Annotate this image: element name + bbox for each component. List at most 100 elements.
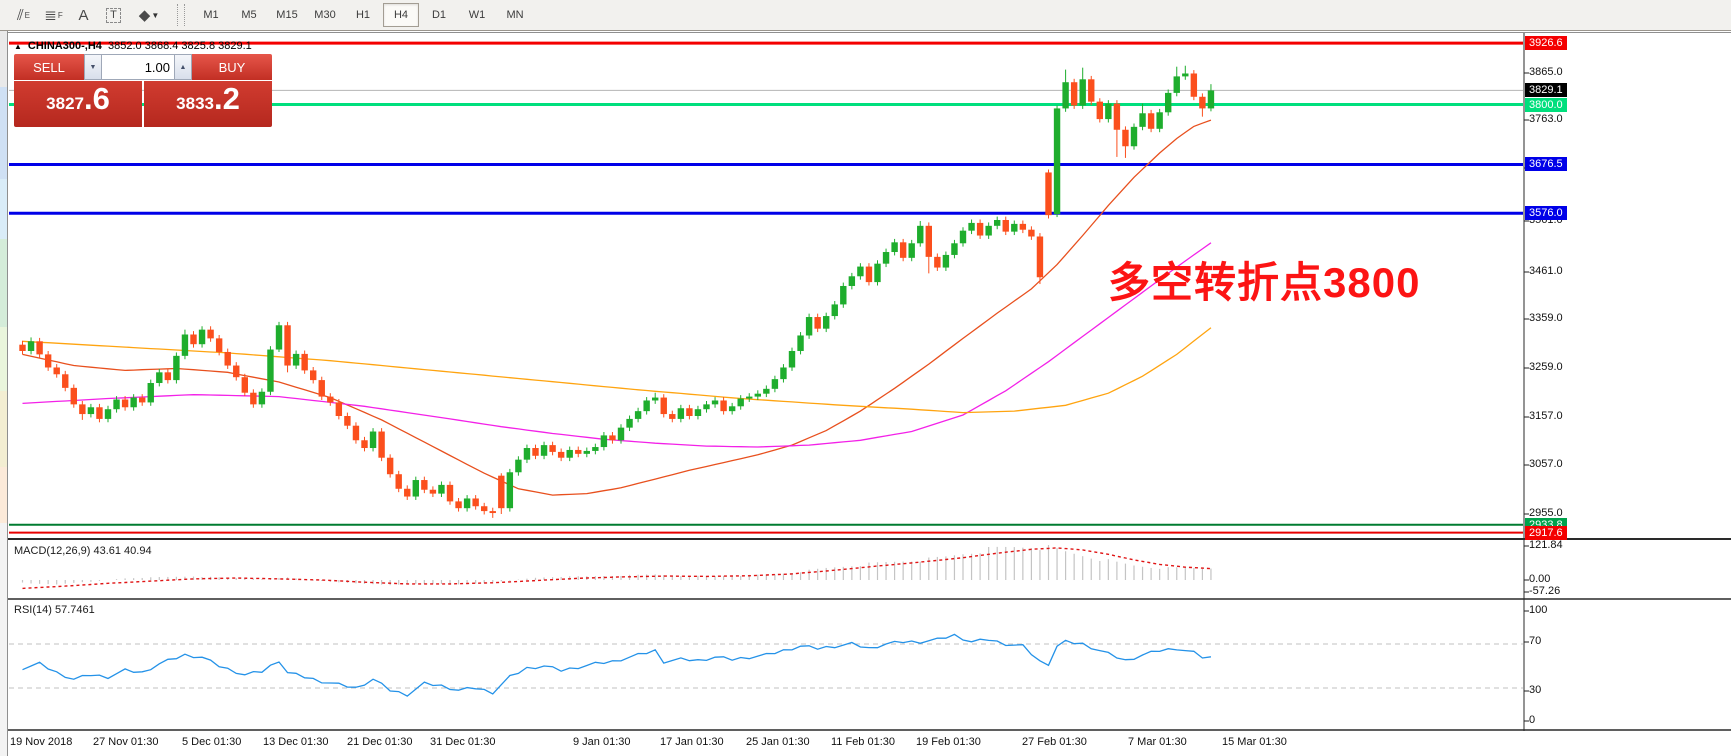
candle-body — [412, 480, 419, 497]
timeframe-button-m15[interactable]: M15 — [276, 9, 298, 21]
candle-body — [669, 414, 676, 419]
candle-body — [489, 511, 496, 514]
candle-body — [275, 325, 283, 350]
sell-price-panel[interactable]: 3827.6 — [14, 81, 142, 127]
candle-body — [951, 243, 958, 255]
candle-body — [318, 380, 325, 397]
candle-body — [224, 351, 231, 366]
timeframe-button-w1[interactable]: W1 — [468, 9, 486, 21]
candle-body — [438, 484, 445, 494]
fibonacci-icon[interactable]: ≣ F — [44, 7, 63, 24]
macd-signal-line — [22, 547, 1211, 590]
candle-body — [113, 399, 120, 410]
candle-body — [1207, 90, 1215, 109]
timeframe-button-m30[interactable]: M30 — [314, 9, 336, 21]
candle-body — [498, 475, 505, 509]
candle-body — [626, 418, 633, 428]
volume-decrease-button[interactable]: ▼ — [84, 54, 102, 80]
candle-body — [754, 393, 761, 397]
macd-label: MACD(12,26,9) 43.61 40.94 — [14, 545, 152, 557]
candle-body — [36, 341, 43, 355]
candle-body — [190, 334, 197, 345]
candle-body — [643, 400, 650, 412]
candle-body — [446, 484, 454, 502]
rsi-scale-label: 70 — [1529, 635, 1542, 647]
candle-body — [207, 329, 214, 339]
candle-body — [1147, 113, 1155, 129]
timeframe-button-h1[interactable]: H1 — [355, 9, 371, 21]
candle-body — [703, 404, 710, 410]
candle-body — [549, 445, 556, 452]
candle-body — [515, 459, 522, 473]
market-watch-edge[interactable] — [0, 31, 8, 756]
candle-body — [139, 397, 146, 403]
sell-button[interactable]: SELL — [14, 54, 84, 80]
candle-body — [506, 472, 514, 509]
candle-body — [976, 222, 984, 236]
candle-body — [720, 400, 727, 412]
price-axis[interactable]: 3865.03763.03661.03561.03461.03359.03259… — [1524, 32, 1731, 732]
candle-body — [1053, 108, 1061, 215]
candle-body — [198, 329, 206, 345]
candle-body — [70, 387, 77, 405]
timeframe-button-mn[interactable]: MN — [506, 9, 524, 21]
time-label: 7 Mar 01:30 — [1128, 736, 1187, 748]
candle-body — [609, 435, 616, 441]
toolbar-drag-handle[interactable] — [177, 4, 185, 26]
candle-body — [1002, 220, 1009, 232]
shapes-tool-icon[interactable]: ◆ ▼ — [138, 7, 160, 24]
candle-body — [934, 256, 941, 268]
candle-body — [44, 354, 52, 368]
candle-body — [592, 447, 599, 451]
candle-body — [968, 222, 975, 231]
candle-body — [1062, 82, 1069, 109]
candle-body — [925, 225, 932, 257]
candle-body — [1130, 126, 1138, 147]
candle-body — [959, 230, 967, 244]
candle-body — [27, 341, 35, 351]
candle-body — [301, 353, 308, 371]
chart-legend: ▲ CHINA300-,H4 3852.0 3868.4 3825.8 3829.… — [14, 40, 252, 52]
chart-window[interactable]: ▲ CHINA300-,H4 3852.0 3868.4 3825.8 3829.… — [8, 32, 1731, 756]
candle-body — [797, 335, 804, 351]
candle-body — [104, 409, 112, 419]
price-tick-label: 3359.0 — [1529, 312, 1563, 324]
candle-body — [1045, 172, 1052, 216]
timeframe-button-d1[interactable]: D1 — [431, 9, 447, 21]
candle-body — [53, 367, 60, 375]
candle-body — [771, 379, 779, 389]
buy-button[interactable]: BUY — [192, 54, 272, 80]
candle-body — [1165, 92, 1172, 113]
macd-scale-label: 121.84 — [1529, 539, 1563, 551]
time-axis[interactable]: 19 Nov 2018 27 Nov 01:30 5 Dec 01:30 13 Dec… — [0, 733, 1731, 756]
label-tool-icon[interactable]: T — [100, 3, 127, 27]
price-badge-3926.6: 3926.6 — [1525, 36, 1567, 50]
candle-body — [147, 383, 154, 403]
candle-body — [583, 450, 590, 454]
timeframe-button-m1[interactable]: M1 — [203, 9, 219, 21]
candle-body — [130, 397, 137, 408]
timeframe-button-h4[interactable]: H4 — [383, 3, 419, 27]
buy-price-panel[interactable]: 3833.2 — [144, 81, 272, 127]
candle-body — [310, 370, 317, 381]
candle-body — [805, 317, 813, 336]
candle-body — [1113, 103, 1121, 130]
top-toolbar: ⫽ E ≣ F A T ◆ ▼ M1 M5 M15 M30 H1 H4 D1 W1 MN — [0, 0, 1731, 31]
collapse-trade-panel-icon[interactable]: ▲ — [14, 42, 22, 51]
time-label: 5 Dec 01:30 — [182, 736, 242, 748]
rsi-line — [22, 633, 1212, 697]
candle-body — [1190, 73, 1198, 97]
equidistant-channel-icon[interactable]: ⫽ E — [16, 6, 31, 24]
candle-body — [899, 242, 907, 258]
time-label: 17 Jan 01:30 — [660, 736, 724, 748]
timeframe-button-m5[interactable]: M5 — [241, 9, 257, 21]
price-tick-label: 3157.0 — [1529, 410, 1563, 422]
candle-body — [352, 425, 360, 441]
volume-increase-button[interactable]: ▲ — [174, 54, 192, 80]
price-badge-2917.6: 2917.6 — [1525, 526, 1567, 540]
ma-slow-line — [22, 327, 1212, 414]
candle-body — [985, 225, 992, 236]
text-tool-icon[interactable]: A — [78, 6, 89, 24]
volume-input[interactable] — [102, 55, 174, 79]
